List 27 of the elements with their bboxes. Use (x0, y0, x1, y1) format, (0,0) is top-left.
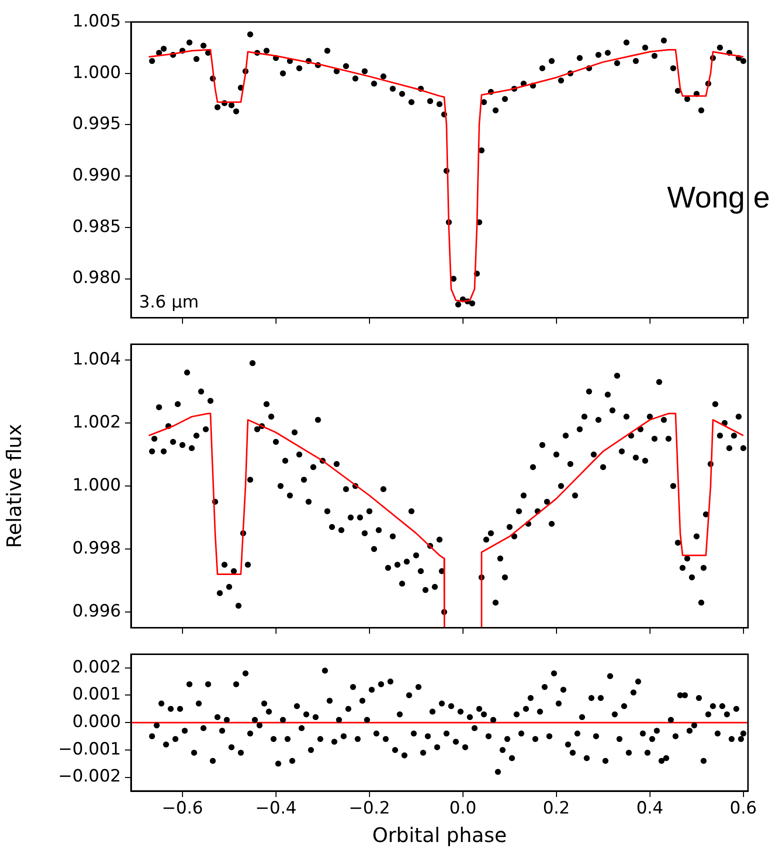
x-tick-label: 0.0 (449, 798, 476, 819)
y-tick-label: 0.001 (72, 684, 121, 705)
y-tick-label: 0.995 (72, 114, 121, 134)
y-tick-label: 1.005 (72, 11, 121, 32)
y-tick-label: 0.985 (72, 216, 121, 237)
y-tick-label: 0.980 (72, 268, 121, 288)
y-tick-label: 0.002 (72, 657, 121, 678)
x-tick-label: −0.4 (255, 798, 297, 819)
x-tick-label: 0.4 (636, 798, 664, 819)
y-tick-label: 1.002 (72, 412, 121, 432)
y-tick-label: −0.001 (58, 739, 121, 760)
y-tick-label: 0.000 (72, 712, 121, 732)
y-tick-label: 0.998 (72, 538, 121, 558)
y-tick-label: 1.004 (72, 349, 121, 370)
x-tick-label: 0.6 (730, 798, 757, 819)
y-tick-label: 0.990 (72, 165, 121, 186)
y-tick-label: −0.002 (58, 766, 121, 787)
x-tick-label: 0.2 (542, 798, 570, 819)
annotation: 3.6 μm (139, 292, 199, 313)
x-axis-title: Orbital phase (372, 823, 507, 848)
y-axis-title: Relative flux (2, 424, 26, 548)
x-tick-label: −0.2 (348, 798, 390, 819)
y-tick-label: 0.996 (72, 601, 121, 622)
y-tick-label: 1.000 (72, 475, 121, 496)
annotation: Wong e (667, 182, 770, 215)
x-tick-label: −0.6 (162, 798, 204, 819)
y-tick-label: 1.000 (72, 62, 121, 83)
